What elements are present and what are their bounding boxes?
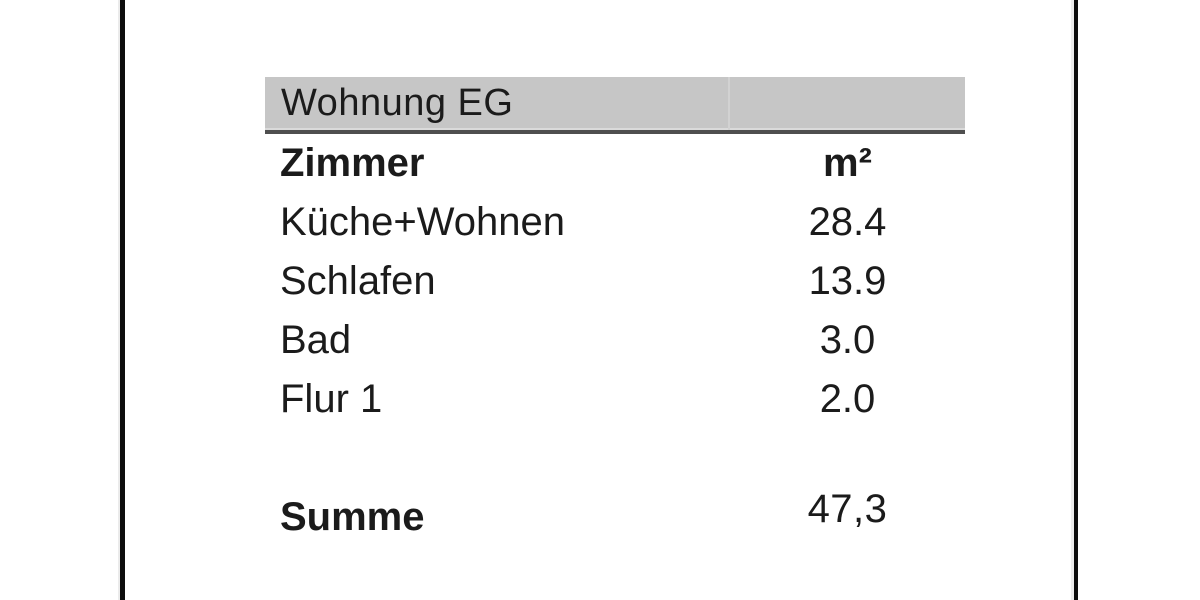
room-area-cell: 3.0 [819, 318, 876, 362]
column-divider-line [728, 77, 730, 130]
summary-value: 47,3 [807, 487, 888, 531]
table-body: Zimmer m² Küche+Wohnen 28.4 Schlafen 13.… [265, 134, 965, 547]
room-area-cell: 13.9 [808, 259, 887, 303]
page-edge-line-left [120, 0, 125, 600]
summary-label: Summe [280, 495, 425, 539]
table-title: Wohnung EG [281, 82, 514, 124]
room-name-cell: Schlafen [280, 259, 436, 303]
table-title-bar: Wohnung EG [265, 77, 965, 134]
room-area-table: Wohnung EG Zimmer m² Küche+Wohnen 28.4 S… [265, 77, 965, 547]
room-name-cell: Küche+Wohnen [280, 200, 566, 244]
room-name-cell: Bad [280, 318, 352, 362]
column-header-area: m² [823, 141, 872, 185]
room-area-cell: 2.0 [819, 377, 876, 421]
page-edge-line-right [1074, 0, 1078, 600]
room-area-cell: 28.4 [808, 200, 887, 244]
column-header-room: Zimmer [280, 141, 425, 185]
room-name-cell: Flur 1 [280, 377, 383, 421]
